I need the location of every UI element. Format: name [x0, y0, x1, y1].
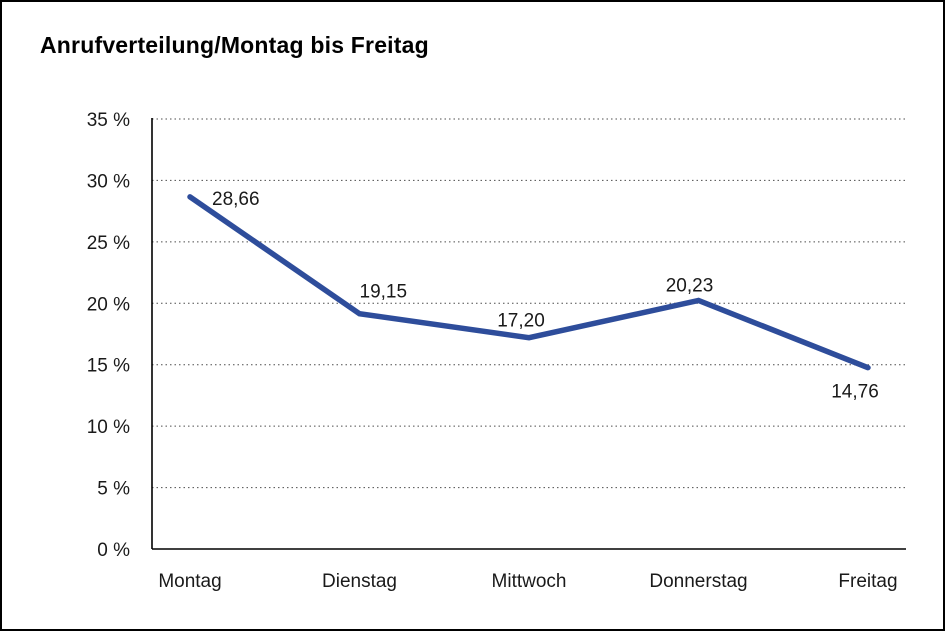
y-axis-tick-label: 30 %	[87, 171, 130, 192]
chart-line	[187, 194, 871, 371]
x-axis-category-label: Dienstag	[322, 571, 397, 592]
data-point-label: 14,76	[831, 382, 879, 403]
x-axis-category-label: Donnerstag	[649, 571, 747, 592]
y-axis-tick-label: 0 %	[97, 540, 130, 561]
data-point-label: 19,15	[360, 282, 408, 303]
data-point-label: 28,66	[212, 189, 260, 210]
y-axis-tick-label: 10 %	[87, 417, 130, 438]
y-axis-tick-label: 5 %	[97, 479, 130, 500]
x-axis-category-label: Montag	[158, 571, 221, 592]
data-point-label: 17,20	[497, 311, 545, 332]
y-axis-tick-label: 20 %	[87, 294, 130, 315]
y-axis-tick-label: 25 %	[87, 233, 130, 254]
x-axis-category-label: Mittwoch	[492, 571, 567, 592]
data-point-label: 20,23	[666, 275, 714, 296]
y-axis-tick-label: 35 %	[87, 110, 130, 131]
y-axis-tick-label: 15 %	[87, 356, 130, 377]
chart-title: Anrufverteilung/Montag bis Freitag	[40, 32, 429, 58]
x-axis-category-label: Freitag	[838, 571, 897, 592]
